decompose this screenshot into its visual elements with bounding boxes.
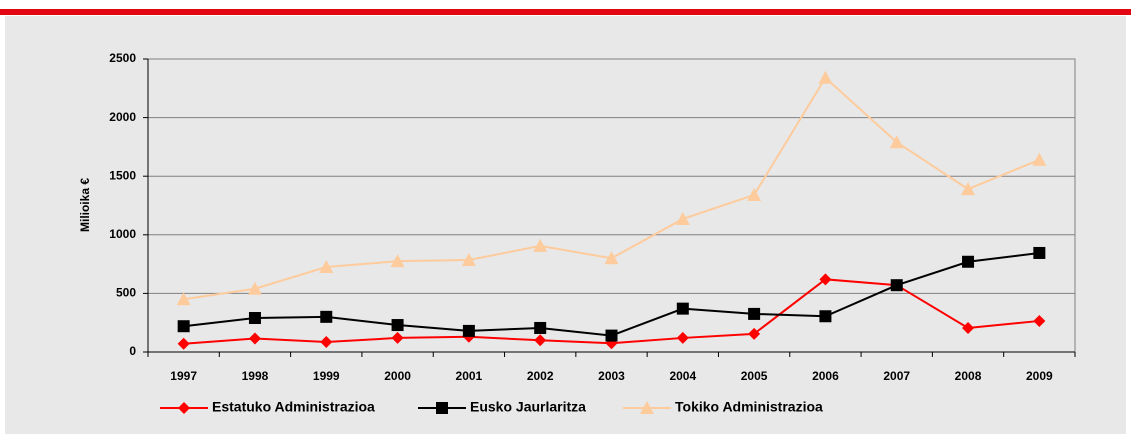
x-tick-label: 2008 xyxy=(955,369,982,383)
x-tick-label: 1999 xyxy=(313,369,340,383)
marker xyxy=(675,211,690,225)
marker xyxy=(676,331,689,344)
marker xyxy=(177,320,190,333)
x-tick-label: 1997 xyxy=(170,369,197,383)
marker xyxy=(462,324,475,337)
marker xyxy=(319,260,334,274)
x-tick-label: 2002 xyxy=(527,369,554,383)
y-axis-label: Milioika € xyxy=(78,178,92,232)
x-tick-label: 2004 xyxy=(669,369,696,383)
marker xyxy=(1033,314,1046,327)
marker xyxy=(1032,152,1047,166)
marker xyxy=(605,329,618,342)
legend-label: Eusko Jaurlaritza xyxy=(470,399,586,415)
marker xyxy=(176,292,191,306)
y-tick-label: 0 xyxy=(129,344,136,358)
y-tick-label: 1500 xyxy=(109,168,136,182)
marker xyxy=(640,401,654,414)
marker xyxy=(533,238,548,252)
y-tick-label: 500 xyxy=(116,286,136,300)
y-tick-label: 1000 xyxy=(109,227,136,241)
marker xyxy=(320,310,333,323)
marker xyxy=(391,319,404,332)
y-tick-label: 2000 xyxy=(109,110,136,124)
marker xyxy=(889,135,904,149)
marker xyxy=(390,254,405,268)
marker xyxy=(962,321,975,334)
marker xyxy=(534,321,547,334)
legend-label: Estatuko Administrazioa xyxy=(212,399,375,415)
marker xyxy=(534,334,547,347)
x-tick-label: 2005 xyxy=(741,369,768,383)
marker xyxy=(819,310,832,323)
marker xyxy=(676,302,689,315)
marker xyxy=(436,402,448,414)
marker xyxy=(962,255,975,268)
marker xyxy=(391,331,404,344)
marker xyxy=(961,182,976,196)
x-tick-label: 1998 xyxy=(242,369,269,383)
marker xyxy=(604,251,619,265)
marker xyxy=(1033,246,1046,259)
marker xyxy=(748,307,761,320)
marker xyxy=(248,312,261,325)
x-tick-label: 2006 xyxy=(812,369,839,383)
marker xyxy=(178,402,190,414)
x-tick-label: 2000 xyxy=(384,369,411,383)
marker xyxy=(819,273,832,286)
plot-area xyxy=(147,58,1076,353)
marker xyxy=(177,337,190,350)
marker xyxy=(818,70,833,84)
legend-label: Tokiko Administrazioa xyxy=(675,399,823,415)
top-bar xyxy=(0,9,1131,15)
x-tick-label: 2003 xyxy=(598,369,625,383)
x-tick-label: 2001 xyxy=(456,369,483,383)
marker xyxy=(748,327,761,340)
marker xyxy=(320,336,333,349)
marker xyxy=(747,187,762,201)
marker xyxy=(461,252,476,266)
marker xyxy=(248,332,261,345)
x-tick-label: 2009 xyxy=(1026,369,1053,383)
marker xyxy=(890,279,903,292)
x-tick-label: 2007 xyxy=(883,369,910,383)
marker xyxy=(247,281,262,295)
y-tick-label: 2500 xyxy=(109,51,136,65)
